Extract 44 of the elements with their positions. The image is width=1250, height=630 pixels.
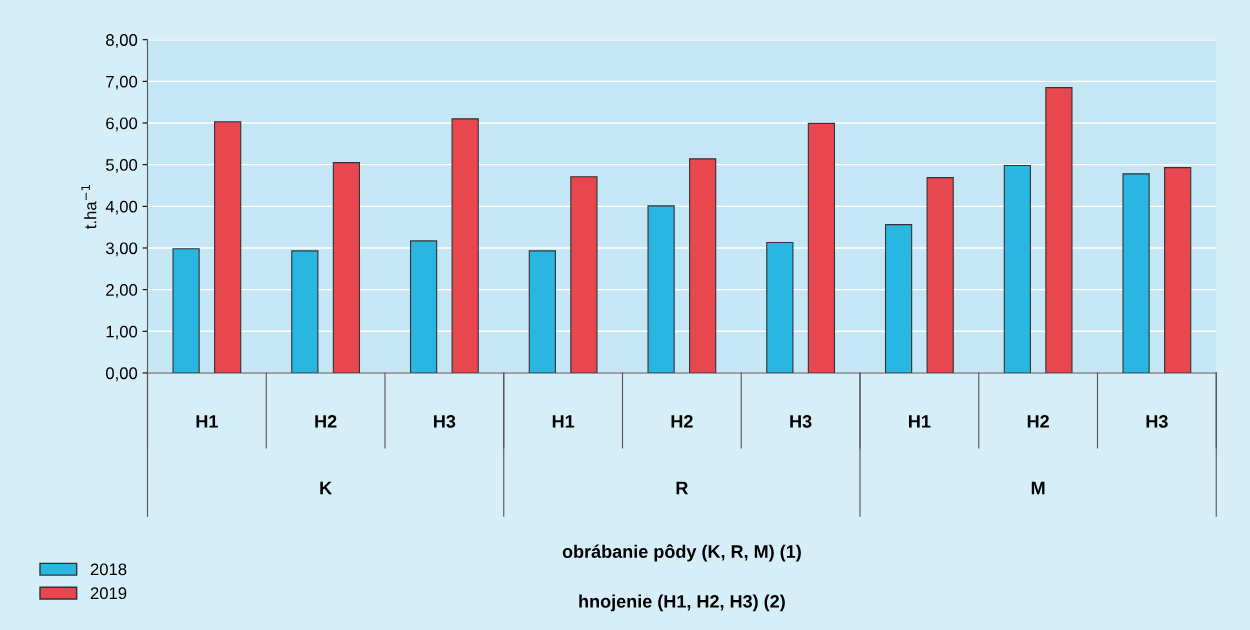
x-tick-label: H2: [671, 415, 693, 428]
bar: [332, 162, 361, 373]
bar: [451, 118, 479, 373]
legend-label: 2018: [90, 563, 127, 576]
x-tick-label: H3: [1146, 415, 1168, 428]
y-tick-label: 2,00: [106, 284, 138, 298]
bar: [884, 224, 913, 373]
bar: [1164, 167, 1192, 373]
x-tick-label: H3: [790, 415, 812, 428]
y-tick-label: 6,00: [106, 117, 138, 132]
bar: [528, 250, 556, 373]
x-tick-label: H2: [1027, 415, 1049, 428]
y-tick-label: 7,00: [106, 75, 138, 90]
y-tick-label: 3,00: [105, 242, 138, 257]
y-tick-label: 5,00: [106, 159, 138, 173]
text: obrábanie pôdy (K, R, M) (1): [562, 544, 801, 562]
x-tick-label: H1: [196, 415, 218, 428]
legend-label: 2019: [90, 587, 127, 600]
bar: [1003, 164, 1031, 373]
text: M: [1031, 481, 1045, 495]
bar: [766, 242, 794, 373]
y-tick-label: 8,00: [106, 34, 138, 48]
bar: [647, 205, 675, 373]
bar: [807, 122, 836, 373]
y-tick-label: 0,00: [105, 367, 138, 382]
y-tick-label: 4,00: [105, 200, 138, 215]
text: hnojenie (H1, H2, H3) (2): [579, 594, 785, 612]
bar: [409, 240, 438, 373]
bar: [172, 248, 200, 373]
x-tick-label: H3: [434, 415, 456, 428]
bar: [689, 158, 717, 373]
y-tick-label: 1,00: [106, 325, 138, 340]
bar: [1045, 87, 1073, 373]
x-tick-label: H1: [909, 415, 931, 428]
x-tick-label: H1: [552, 415, 575, 428]
bar: [291, 250, 319, 373]
bar: [926, 177, 954, 373]
bar: [1122, 173, 1150, 373]
bar: [214, 121, 242, 373]
text: K: [320, 481, 332, 495]
bar: [570, 176, 598, 373]
text: R: [676, 481, 689, 495]
x-tick-label: H2: [315, 415, 337, 428]
y-axis-title: t.ha$^{−1}$: [81, 185, 97, 229]
